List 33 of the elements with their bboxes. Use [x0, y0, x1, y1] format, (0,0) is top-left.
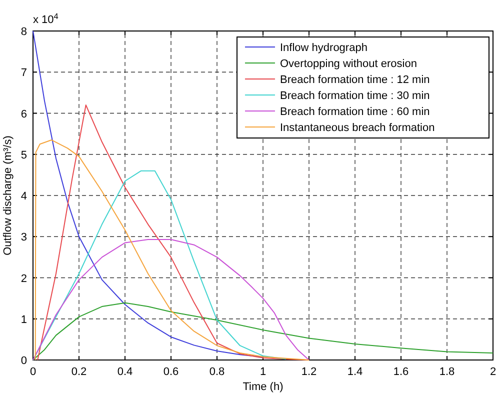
y-tick-label: 2: [20, 272, 27, 285]
legend-label: Inflow hydrograph: [280, 42, 368, 54]
x-tick-label: 0.8: [209, 366, 225, 378]
x-tick-label: 1.4: [347, 366, 363, 378]
text: x 10$^{4}$: [33, 12, 59, 26]
x-tick-label: 2: [490, 366, 496, 378]
line-series: [32, 170, 286, 360]
legend-label: Overtopping without erosion: [280, 58, 417, 70]
x-tick-label: 0: [30, 366, 36, 378]
y-tick-label: 1: [20, 314, 27, 326]
x-tick-label: 1.2: [301, 366, 317, 378]
line-series: [32, 239, 310, 360]
y-tick-label: 4: [20, 190, 27, 202]
legend-label: Instantaneous breach formation: [280, 122, 435, 134]
y-axis-title: Outflow discharge (m³/s): [2, 136, 14, 256]
x-axis-title: Time (h): [242, 381, 284, 393]
x-tick-label: 0.2: [71, 366, 87, 378]
legend-label: Breach formation time : 30 min: [280, 90, 430, 102]
legend-label: Breach formation time : 60 min: [280, 106, 430, 118]
y-tick-label: 3: [20, 232, 27, 244]
x-tick-label: 0.6: [163, 366, 179, 378]
x-tick-label: 1.6: [393, 366, 409, 378]
y-tick-label: 7: [20, 67, 27, 80]
x-tick-label: 1.8: [439, 366, 455, 378]
line-series: [32, 30, 264, 358]
y-tick-label: 8: [20, 26, 27, 38]
legend-label: Breach formation time : 12 min: [280, 74, 430, 86]
x-tick-label: 0.4: [117, 366, 133, 378]
x-tick-label: 1: [260, 366, 266, 378]
line-series: [32, 302, 494, 360]
y-tick-label: 0: [20, 355, 27, 367]
y-tick-label: 5: [20, 149, 27, 162]
y-tick-label: 6: [20, 108, 27, 120]
